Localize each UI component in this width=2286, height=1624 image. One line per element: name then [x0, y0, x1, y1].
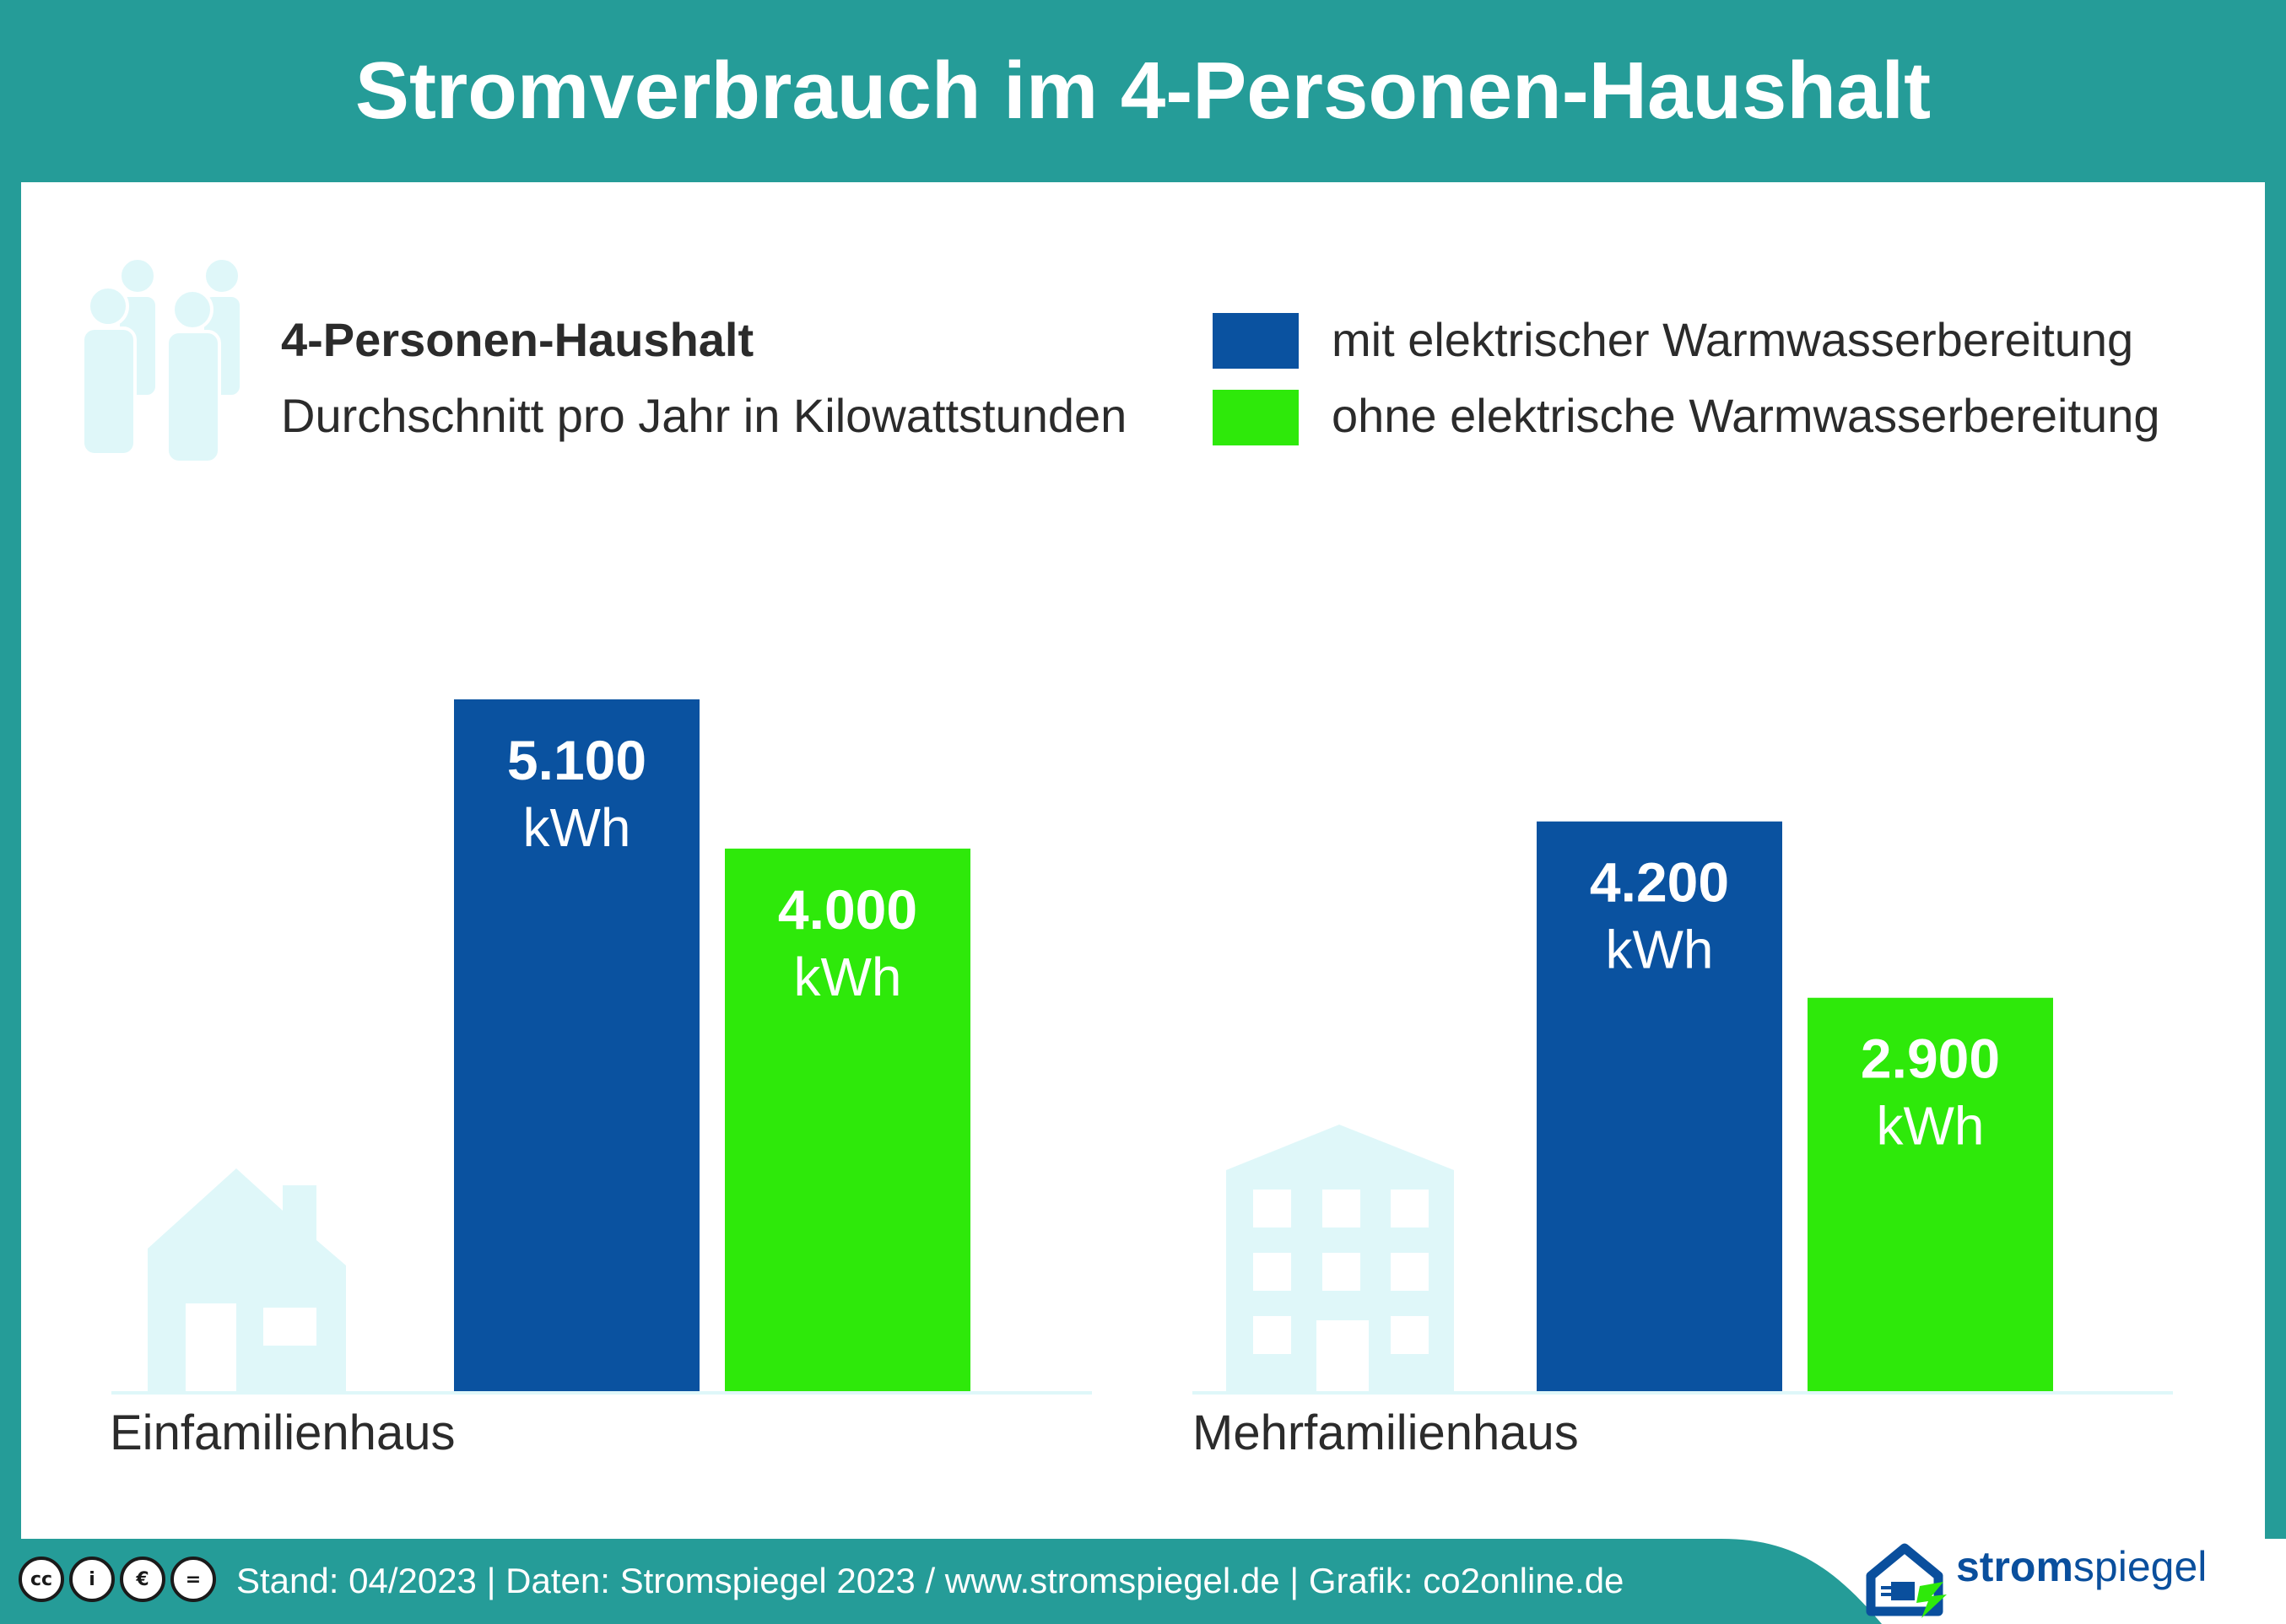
bar-unit-label: kWh	[1877, 1096, 1985, 1157]
bar-unit-label: kWh	[523, 797, 631, 858]
bar-unit-label: kWh	[1606, 920, 1714, 980]
bar-einfamilienhaus-mit	[454, 699, 700, 1391]
cc-license-icons: cc i € =	[19, 1557, 216, 1607]
legend-label-ohne: ohne elektrische Warmwasserbereitung	[1332, 389, 2160, 442]
legend-swatch-mit	[1213, 313, 1299, 369]
page-title: Stromverbrauch im 4-Personen-Haushalt	[354, 46, 1932, 136]
bar-value-label: 4.200	[1590, 851, 1729, 914]
stromspiegel-logo-icon	[1866, 1543, 1947, 1618]
attribution-icon: i	[69, 1557, 115, 1602]
bar-unit-label: kWh	[794, 947, 902, 1007]
legend-heading: 4-Personen-Haushalt	[281, 313, 754, 366]
legend-subheading: Durchschnitt pro Jahr in Kilowattstunden	[281, 389, 1127, 442]
footer-band	[0, 1539, 2286, 1624]
stromspiegel-logo-text: stromspiegel	[1956, 1543, 2208, 1590]
category-label-mehrfamilienhaus: Mehrfamilienhaus	[1192, 1405, 1579, 1460]
legend-swatch-ohne	[1213, 390, 1299, 445]
bar-mehrfamilienhaus-mit	[1537, 821, 1782, 1391]
noderivatives-icon: =	[170, 1557, 216, 1602]
house-icon	[148, 1168, 346, 1392]
bar-mehrfamilienhaus-ohne	[1808, 997, 2053, 1391]
footer-source-text: Stand: 04/2023 | Daten: Stromspiegel 202…	[236, 1561, 1624, 1600]
bar-einfamilienhaus-ohne	[725, 848, 970, 1391]
cc-icon: cc	[19, 1557, 64, 1602]
bar-value-label: 2.900	[1861, 1028, 2000, 1090]
people-group-icon	[81, 257, 243, 464]
bar-value-label: 5.100	[507, 729, 646, 791]
legend-label-mit: mit elektrischer Warmwasserbereitung	[1332, 313, 2134, 366]
apartment-building-icon	[1226, 1125, 1454, 1392]
noncommercial-icon: €	[120, 1557, 165, 1602]
category-label-einfamilienhaus: Einfamilienhaus	[110, 1405, 456, 1460]
bar-value-label: 4.000	[778, 878, 917, 941]
